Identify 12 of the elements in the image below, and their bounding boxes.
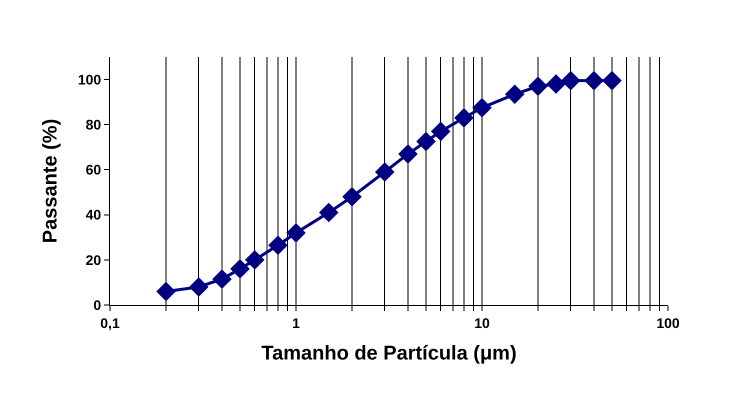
x-tick-label: 0,1 [100,314,120,331]
y-axis-title: Passante (%) [39,118,62,244]
y-tick-label: 0 [93,296,102,313]
y-tick-label: 100 [78,71,102,88]
x-tick-label: 10 [474,314,490,331]
y-tick-label: 20 [86,252,102,268]
x-tick-label: 100 [656,314,680,331]
y-tick-label: 40 [86,206,102,223]
y-tick-label: 60 [86,162,102,178]
x-axis-title: Tamanho de Partícula (μm) [261,342,517,364]
x-tick-label: 1 [292,314,300,331]
y-tick-label: 80 [86,116,102,133]
